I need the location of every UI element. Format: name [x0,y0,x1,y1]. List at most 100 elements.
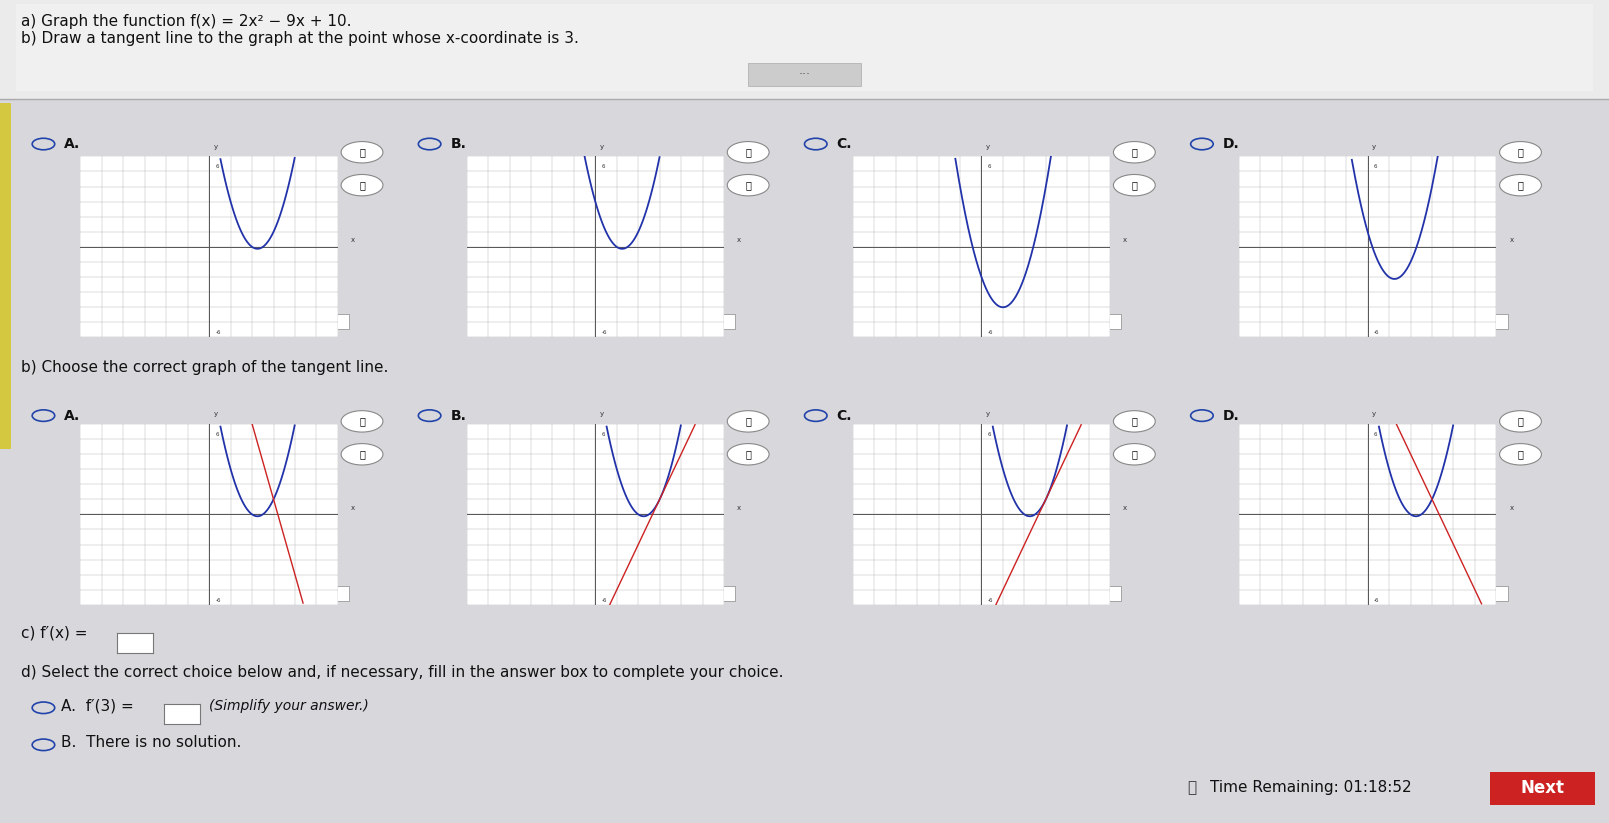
Text: 🔍: 🔍 [745,180,751,190]
Bar [0,0,1609,99]
Text: 6: 6 [602,165,605,170]
Text: Next: Next [1521,779,1564,797]
Text: C.: C. [837,408,853,423]
Text: y: y [986,144,990,150]
Text: x: x [1509,504,1514,511]
Text: x: x [351,504,356,511]
Circle shape [727,174,769,196]
Text: -6: -6 [1374,597,1379,603]
Text: C.: C. [837,137,853,151]
Text: -6: -6 [216,330,220,336]
Text: x: x [1123,237,1128,244]
Circle shape [341,444,383,465]
Text: Time Remaining: 01:18:52: Time Remaining: 01:18:52 [1210,779,1411,795]
Text: 🔍: 🔍 [359,416,365,426]
Text: 🔍: 🔍 [1131,180,1138,190]
Text: 6: 6 [1374,432,1377,437]
Text: x: x [1123,504,1128,511]
Text: ⤢: ⤢ [714,589,721,597]
Text: ⤢: ⤢ [1487,589,1493,597]
Text: y: y [214,144,217,150]
Text: y: y [600,144,603,150]
Text: -6: -6 [602,597,607,603]
Text: -6: -6 [602,330,607,336]
Text: 🔍: 🔍 [1131,147,1138,157]
Text: -6: -6 [988,330,993,336]
Text: D.: D. [1223,137,1239,151]
Circle shape [1500,142,1541,163]
Text: 🔍: 🔍 [1131,416,1138,426]
Text: B.: B. [451,408,467,423]
Bar [1086,586,1121,601]
Text: ⤢: ⤢ [1101,589,1107,597]
Bar [1472,586,1508,601]
Circle shape [1113,142,1155,163]
Bar [0,103,11,449]
Bar [314,586,349,601]
Text: 🔍: 🔍 [1517,416,1524,426]
Circle shape [727,444,769,465]
Circle shape [1113,411,1155,432]
Text: b) Choose the correct graph of the tangent line.: b) Choose the correct graph of the tange… [21,360,388,375]
Text: x: x [351,237,356,244]
Text: B.  There is no solution.: B. There is no solution. [61,735,241,751]
Text: 6: 6 [1374,165,1377,170]
Text: A.: A. [64,137,80,151]
Bar [314,314,349,329]
Bar [0,99,1609,823]
Bar [16,4,1593,91]
Text: c) f′(x) =: c) f′(x) = [21,625,87,641]
Circle shape [341,142,383,163]
Text: ⤢: ⤢ [1487,318,1493,326]
Bar [748,63,861,86]
Text: y: y [1372,144,1376,150]
Text: a) Graph the function f(x) = 2x² − 9x + 10.: a) Graph the function f(x) = 2x² − 9x + … [21,14,351,30]
Circle shape [1500,174,1541,196]
Text: y: y [600,412,603,417]
Text: D.: D. [1223,408,1239,423]
Bar [1086,314,1121,329]
Text: 🔍: 🔍 [359,449,365,459]
Text: 🔍: 🔍 [745,147,751,157]
Text: 🔍: 🔍 [1131,449,1138,459]
Text: ⤢: ⤢ [328,318,335,326]
Text: (Simplify your answer.): (Simplify your answer.) [209,700,368,714]
Text: 🔍: 🔍 [1517,449,1524,459]
Text: ⤢: ⤢ [714,318,721,326]
Text: -6: -6 [988,597,993,603]
Text: A.: A. [64,408,80,423]
Text: y: y [986,412,990,417]
Text: y: y [214,412,217,417]
Circle shape [1113,444,1155,465]
Text: A.  f′(3) =: A. f′(3) = [61,698,134,714]
Text: 6: 6 [216,165,219,170]
Text: ⤢: ⤢ [1101,318,1107,326]
Circle shape [727,142,769,163]
Circle shape [341,174,383,196]
Text: 6: 6 [216,432,219,437]
Text: 🔍: 🔍 [745,416,751,426]
Text: ···: ··· [798,68,811,81]
Bar [700,586,735,601]
Text: x: x [737,504,742,511]
Bar [700,314,735,329]
Circle shape [341,411,383,432]
Text: 6: 6 [988,432,991,437]
Circle shape [1113,174,1155,196]
Bar [1472,314,1508,329]
Circle shape [727,411,769,432]
Text: 🔍: 🔍 [1517,147,1524,157]
Text: x: x [737,237,742,244]
Text: -6: -6 [216,597,220,603]
Text: B.: B. [451,137,467,151]
Text: 🔍: 🔍 [359,147,365,157]
Text: d) Select the correct choice below and, if necessary, fill in the answer box to : d) Select the correct choice below and, … [21,664,784,680]
Text: y: y [1372,412,1376,417]
Text: 6: 6 [988,165,991,170]
Circle shape [1500,411,1541,432]
Text: 🔍: 🔍 [359,180,365,190]
Text: 🔍: 🔍 [1517,180,1524,190]
Text: 🔍: 🔍 [745,449,751,459]
Circle shape [1500,444,1541,465]
Text: b) Draw a tangent line to the graph at the point whose x-coordinate is 3.: b) Draw a tangent line to the graph at t… [21,30,579,46]
